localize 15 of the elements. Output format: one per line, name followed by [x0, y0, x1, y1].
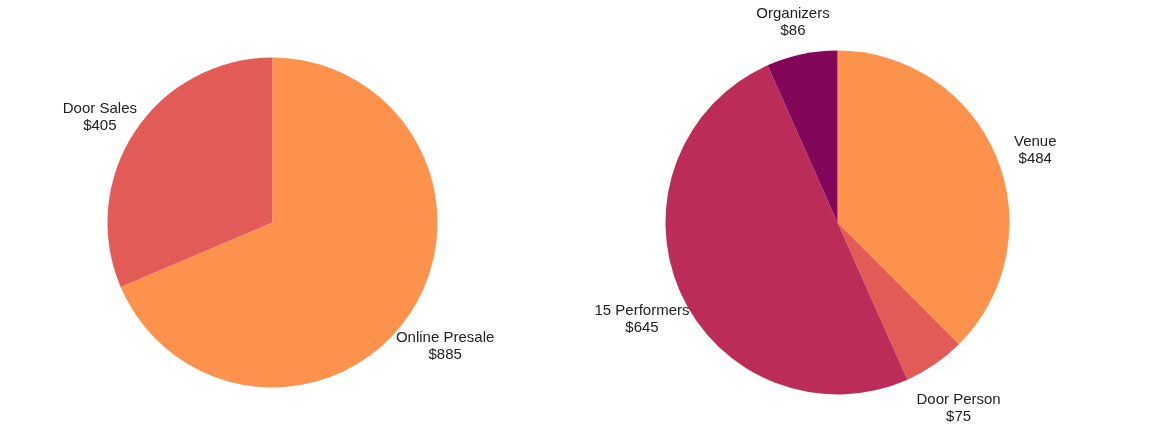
pie-slice [767, 50, 838, 223]
pie-slice [837, 222, 959, 380]
slice-label: 15 Performers [594, 300, 690, 318]
slice-label: Online Presale [395, 327, 495, 345]
data-label: $645 [625, 317, 659, 335]
data-label: $405 [83, 116, 117, 134]
slice-label: Organizers [756, 4, 830, 22]
data-label: $885 [428, 344, 462, 362]
data-label: $75 [946, 406, 972, 424]
slice-label: Door Sales [62, 99, 137, 117]
slice-label: Venue [1013, 131, 1057, 149]
data-label: $86 [780, 21, 806, 39]
slice-label: Door Person [916, 389, 1001, 407]
pie-slice [837, 50, 1010, 345]
data-label: $484 [1018, 148, 1052, 166]
